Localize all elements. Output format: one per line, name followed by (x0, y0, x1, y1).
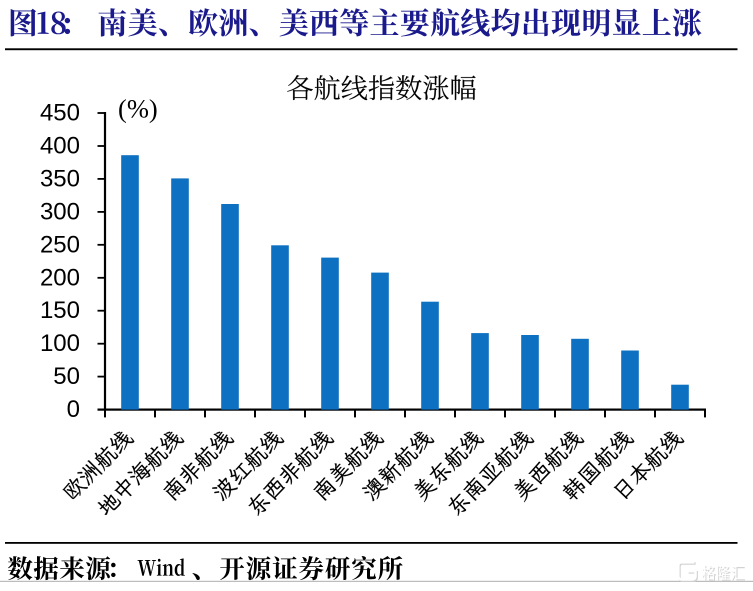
svg-text:(%): (%) (118, 94, 158, 124)
svg-text:200: 200 (40, 264, 80, 291)
svg-text:300: 300 (40, 198, 80, 225)
svg-text:0: 0 (67, 396, 80, 423)
svg-text:350: 350 (40, 165, 80, 192)
svg-text:50: 50 (53, 363, 80, 390)
svg-text:450: 450 (40, 100, 80, 127)
svg-text:150: 150 (40, 297, 80, 324)
svg-text:400: 400 (40, 133, 80, 160)
svg-text:250: 250 (40, 231, 80, 258)
svg-text:100: 100 (40, 330, 80, 357)
